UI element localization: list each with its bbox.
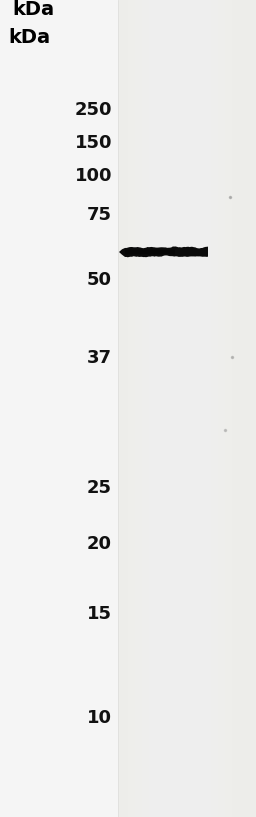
Text: 25: 25 — [87, 479, 112, 497]
Text: 250: 250 — [74, 101, 112, 119]
Text: 75: 75 — [87, 206, 112, 224]
Bar — [118, 0, 256, 817]
Text: kDa: kDa — [13, 0, 55, 19]
Text: 10: 10 — [87, 709, 112, 727]
Bar — [163, 0, 197, 817]
Bar — [156, 0, 204, 817]
Text: 50: 50 — [87, 271, 112, 289]
Text: 15: 15 — [87, 605, 112, 623]
Text: 100: 100 — [74, 167, 112, 185]
Text: 150: 150 — [74, 134, 112, 152]
Bar — [142, 0, 218, 817]
Text: kDa: kDa — [8, 28, 50, 47]
Text: 20: 20 — [87, 535, 112, 553]
Bar — [128, 0, 232, 817]
Bar — [149, 0, 211, 817]
Polygon shape — [119, 247, 208, 257]
Bar — [135, 0, 225, 817]
Text: 37: 37 — [87, 349, 112, 367]
Polygon shape — [125, 249, 175, 255]
